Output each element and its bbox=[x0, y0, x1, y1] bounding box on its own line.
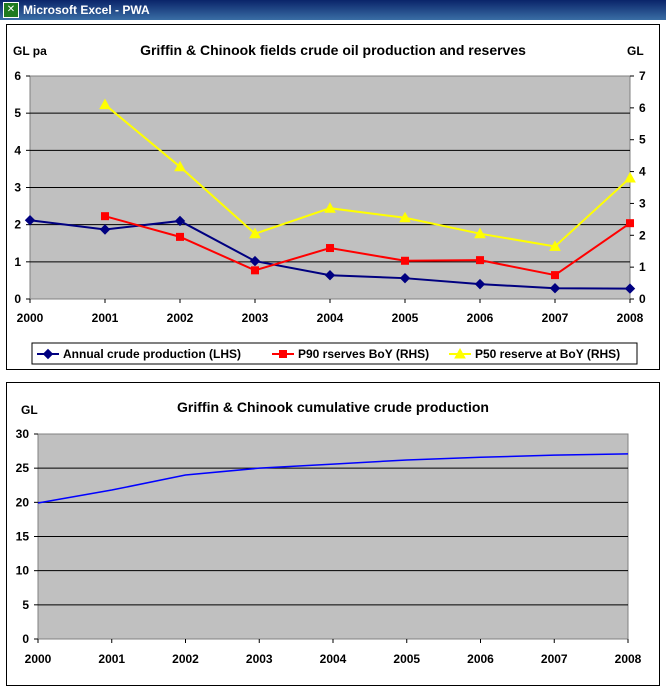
chart1-series-1-point bbox=[624, 283, 636, 294]
chart1-series-1-point bbox=[549, 283, 561, 294]
chart1-right-tick-label: 3 bbox=[639, 196, 646, 210]
chart2-series-line-1 bbox=[37, 453, 629, 504]
chart1-series-line-3 bbox=[104, 103, 631, 248]
chart1-axes: 0 1 2 3 4 5 6 0 1 2 3 4 5 6 7 2000 2001 2002 2003 2004 2005 2… bbox=[14, 69, 646, 325]
chart1-x-tick-label: 2006 bbox=[467, 311, 494, 325]
chart2-y-tick-label: 25 bbox=[16, 461, 30, 475]
chart1-x-tick-label: 2000 bbox=[17, 311, 44, 325]
chart1-legend-marker-1 bbox=[42, 348, 54, 360]
chart1-series-3-point bbox=[549, 240, 561, 251]
chart2-x-tick-label: 2000 bbox=[25, 652, 52, 666]
excel-icon: ✕ bbox=[3, 2, 19, 18]
chart2-title: Griffin & Chinook cumulative crude produ… bbox=[177, 399, 489, 415]
chart1-series-3-point bbox=[399, 211, 411, 223]
chart1-x-tick-label: 2004 bbox=[317, 311, 344, 325]
chart1-x-tick-label: 2003 bbox=[242, 311, 269, 325]
chart1-left-tick-label: 6 bbox=[14, 69, 21, 83]
chart1-series-2-point bbox=[176, 232, 184, 241]
chart1-x-tick-label: 2002 bbox=[167, 311, 194, 325]
chart1-left-tick-label: 4 bbox=[14, 143, 21, 157]
chart1-series-1-point bbox=[99, 224, 111, 235]
chart2-x-tick-label: 2001 bbox=[98, 652, 125, 666]
chart1-left-axis-title: GL pa bbox=[13, 44, 47, 58]
chart1-series-line-2 bbox=[104, 215, 631, 277]
chart1-series-1-point bbox=[249, 255, 261, 267]
chart2-x-tick-label: 2006 bbox=[467, 652, 494, 666]
chart1-right-tick-label: 2 bbox=[639, 228, 646, 242]
chart1-series-2-point bbox=[326, 244, 334, 253]
chart2-x-tick-label: 2004 bbox=[320, 652, 347, 666]
chart1-right-tick-label: 7 bbox=[639, 69, 646, 83]
chart1-left-tick-label: 5 bbox=[14, 106, 21, 120]
chart2-gridlines bbox=[38, 467, 628, 606]
chart1-right-tick-label: 1 bbox=[639, 260, 646, 274]
chart2-y-tick-label: 5 bbox=[22, 598, 29, 612]
chart1-series-2-point bbox=[551, 271, 559, 280]
chart2-x-tick-label: 2002 bbox=[172, 652, 199, 666]
chart1-series-2-point bbox=[401, 256, 409, 265]
chart1-gridlines bbox=[30, 112, 630, 263]
chart2-svg: Griffin & Chinook cumulative crude produ… bbox=[16, 399, 642, 666]
chart1-left-tick-label: 2 bbox=[14, 218, 21, 232]
chart1-left-tick-label: 3 bbox=[14, 181, 21, 195]
chart1-series-3-point bbox=[249, 227, 261, 239]
chart2-x-tick-label: 2005 bbox=[393, 652, 420, 666]
chart1-series-2-point bbox=[101, 212, 109, 221]
chart2-y-tick-label: 20 bbox=[16, 495, 30, 509]
chart2-axes: 0 5 10 15 20 25 30 2000 2001 2002 2003 2004 2005 2006… bbox=[16, 427, 642, 666]
window-titlebar: ✕ Microsoft Excel - PWA bbox=[0, 0, 666, 20]
chart1-series-2-point bbox=[251, 266, 259, 275]
chart1-x-tick-label: 2007 bbox=[542, 311, 569, 325]
chart-panel-production-reserves[interactable]: Griffin & Chinook fields crude oil produ… bbox=[6, 24, 660, 370]
chart1-series-3-point bbox=[624, 171, 636, 183]
chart1-left-tick-label: 0 bbox=[14, 292, 21, 306]
chart1-right-tick-label: 6 bbox=[639, 101, 646, 115]
chart2-y-axis-title: GL bbox=[21, 403, 38, 417]
chart1-right-tick-label: 0 bbox=[639, 292, 646, 306]
chart1-title: Griffin & Chinook fields crude oil produ… bbox=[140, 42, 526, 58]
chart1-svg: Griffin & Chinook fields crude oil produ… bbox=[13, 42, 646, 365]
chart1-right-tick-label: 5 bbox=[639, 133, 646, 147]
chart1-x-tick-label: 2008 bbox=[617, 311, 644, 325]
chart1-legend-marker-2 bbox=[279, 350, 287, 358]
chart1-series-2-point bbox=[476, 256, 484, 265]
chart2-y-tick-label: 0 bbox=[22, 632, 29, 646]
chart1-series-1-point bbox=[24, 214, 36, 226]
chart1-series-3-point bbox=[174, 160, 186, 172]
chart2-x-tick-label: 2008 bbox=[615, 652, 642, 666]
chart2-y-tick-label: 15 bbox=[16, 530, 30, 544]
chart1-series-1-point bbox=[399, 272, 411, 284]
chart1-right-tick-label: 4 bbox=[639, 165, 646, 179]
chart1-legend-box bbox=[31, 342, 638, 365]
chart1-series-3-point bbox=[324, 202, 336, 213]
chart1-series-1-point bbox=[324, 270, 336, 281]
chart2-series bbox=[37, 453, 629, 504]
chart1-legend-label-3: P50 reserve at BoY (RHS) bbox=[475, 347, 620, 361]
chart1-x-tick-label: 2005 bbox=[392, 311, 419, 325]
window-title: Microsoft Excel - PWA bbox=[23, 3, 150, 17]
chart1-left-tick-label: 1 bbox=[14, 255, 21, 269]
chart1-series-1-point bbox=[474, 278, 486, 290]
chart1-x-tick-label: 2001 bbox=[92, 311, 119, 325]
chart-panel-cumulative[interactable]: Griffin & Chinook cumulative crude produ… bbox=[6, 382, 660, 686]
chart1-series-1-point bbox=[174, 215, 186, 227]
chart2-y-tick-label: 30 bbox=[16, 427, 30, 441]
chart1-series-2-point bbox=[626, 219, 634, 228]
chart1-series bbox=[24, 98, 636, 294]
chart1-legend-label-1: Annual crude production (LHS) bbox=[63, 347, 241, 361]
chart1-series-3-point bbox=[99, 98, 111, 110]
chart1-legend-marker-3 bbox=[454, 347, 466, 359]
chart1-series-3-point bbox=[474, 227, 486, 239]
chart1-right-axis-title: GL bbox=[627, 44, 644, 58]
chart2-y-tick-label: 10 bbox=[16, 564, 30, 578]
chart2-x-tick-label: 2003 bbox=[246, 652, 273, 666]
chart1-legend[interactable]: Annual crude production (LHS) P90 rserves… bbox=[31, 342, 638, 365]
chart1-legend-label-2: P90 rserves BoY (RHS) bbox=[298, 347, 429, 361]
chart2-x-tick-label: 2007 bbox=[541, 652, 568, 666]
